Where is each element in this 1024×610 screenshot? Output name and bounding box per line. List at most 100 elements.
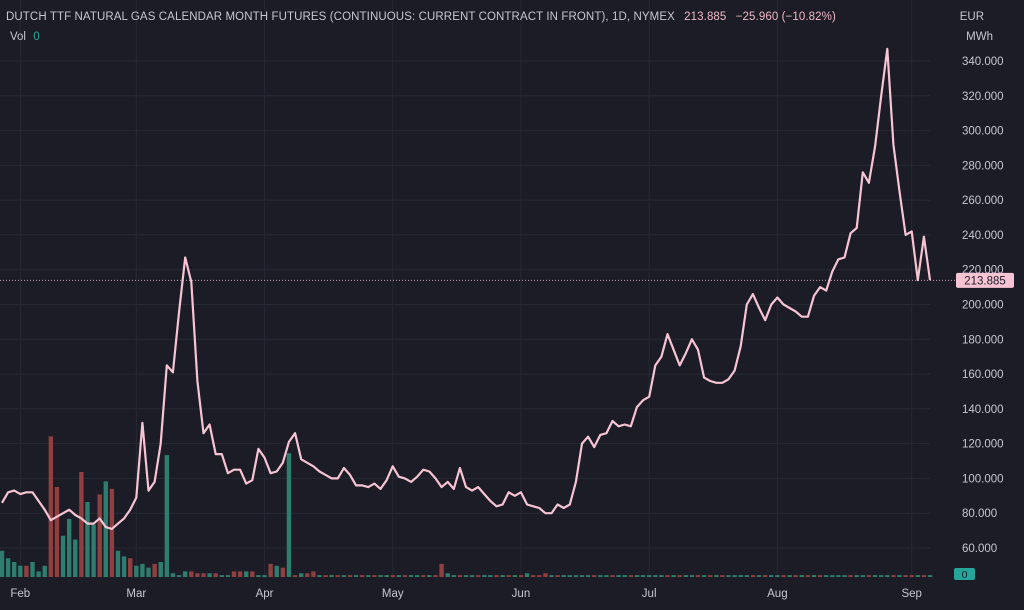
volume-bar	[598, 575, 603, 577]
volume-bar	[73, 539, 78, 577]
last-price: 213.885	[684, 11, 727, 23]
volume-bar	[12, 562, 17, 577]
y-tick-label: 120.000	[962, 439, 1004, 451]
volume-bar	[85, 502, 90, 577]
volume-bar	[732, 575, 737, 577]
volume-bar	[640, 575, 646, 577]
volume-bar	[262, 575, 267, 577]
price-axis[interactable]: 60.000 80.000 100.000 120.000 140.000 160.000…	[962, 56, 1004, 555]
volume-bar	[695, 575, 701, 577]
volume-bar	[585, 575, 591, 577]
volume-bar	[854, 575, 859, 577]
volume-bar	[219, 575, 224, 577]
chart-grid	[0, 0, 930, 578]
y-tick-label: 260.000	[962, 195, 1004, 207]
last-price-badge-label: 213.885	[964, 275, 1006, 287]
volume-bar	[860, 575, 866, 577]
volume-bar	[665, 575, 670, 577]
time-axis[interactable]: Feb Mar Apr May Jun Jul Aug Sep	[10, 588, 922, 600]
volume-bar	[555, 575, 560, 577]
volume-bar	[463, 575, 469, 577]
volume-bar	[341, 575, 347, 577]
volume-bar	[372, 575, 377, 577]
volume-bar	[775, 575, 780, 577]
volume-bar	[231, 571, 237, 577]
volume-bar	[292, 575, 298, 577]
volume-bar	[659, 575, 664, 577]
volume-bar	[18, 565, 23, 577]
volume-bar	[628, 575, 634, 577]
volume-bar	[781, 575, 786, 577]
volume-bar	[811, 575, 817, 577]
volume-bar	[885, 575, 890, 577]
volume-bar	[244, 571, 249, 577]
price-series-line	[1, 47, 932, 530]
volume-bar	[170, 573, 176, 577]
volume-bar	[134, 565, 139, 577]
x-tick-label: Jun	[512, 588, 531, 600]
volume-bar	[549, 575, 554, 577]
volume-bar	[182, 571, 188, 577]
volume-bar	[176, 575, 182, 577]
volume-bar	[909, 575, 914, 577]
volume-badge-label: 0	[962, 569, 968, 581]
volume-bar	[500, 575, 505, 577]
volume-bar	[48, 436, 54, 577]
volume-bar	[567, 575, 572, 577]
y-tick-label: 280.000	[962, 160, 1004, 172]
volume-bar	[512, 575, 518, 577]
volume-bar	[592, 575, 597, 577]
volume-bar	[646, 575, 652, 577]
volume-bar	[421, 575, 426, 577]
volume-value: 0	[33, 31, 40, 43]
volume-bar	[427, 575, 432, 577]
volume-bar	[115, 550, 121, 577]
volume-bar	[878, 575, 884, 577]
volume-bar	[97, 494, 102, 577]
volume-bar	[91, 524, 96, 577]
chart-legend: DUTCH TTF NATURAL GAS CALENDAR MONTH FUT…	[6, 11, 836, 23]
volume-bar	[335, 575, 340, 577]
volume-bar	[604, 575, 609, 577]
volume-bar	[103, 481, 108, 577]
currency-unit: EUR	[959, 11, 984, 23]
volume-bar	[54, 487, 60, 577]
volume-bar	[189, 571, 194, 577]
y-tick-label: 320.000	[962, 91, 1004, 103]
volume-bar	[872, 575, 878, 577]
volume-bar	[793, 575, 798, 577]
volume-bar	[817, 575, 823, 577]
x-tick-label: Sep	[901, 588, 921, 600]
volume-bar	[616, 575, 621, 577]
volume-bar	[353, 575, 359, 577]
volume-badge: 0	[954, 568, 975, 581]
x-tick-label: Feb	[10, 588, 30, 600]
x-tick-label: May	[382, 588, 404, 600]
volume-bar	[689, 575, 695, 577]
volume-bar	[610, 575, 615, 577]
volume-bar	[280, 567, 286, 577]
volume-bar	[121, 556, 127, 577]
volume-bar	[439, 563, 444, 577]
volume-bar	[256, 575, 261, 577]
volume-bar	[579, 575, 585, 577]
y-tick-label: 240.000	[962, 230, 1004, 242]
volume-bar	[158, 562, 163, 577]
volume-bar	[36, 571, 41, 577]
volume-bar	[396, 575, 402, 577]
volume-bar	[543, 573, 548, 577]
volume-bar	[274, 565, 279, 577]
volume-label: Vol	[10, 31, 26, 43]
volume-bar	[146, 567, 151, 577]
volume-bar	[897, 575, 902, 577]
volume-bar	[237, 571, 243, 577]
x-tick-label: Jul	[642, 588, 657, 600]
volume-bar	[201, 573, 206, 577]
volume-bar	[915, 575, 920, 577]
volume-bar	[769, 575, 774, 577]
volume-bar	[128, 558, 133, 577]
volume-bar	[207, 573, 212, 577]
volume-bar	[708, 575, 713, 577]
volume-bar	[384, 575, 389, 577]
